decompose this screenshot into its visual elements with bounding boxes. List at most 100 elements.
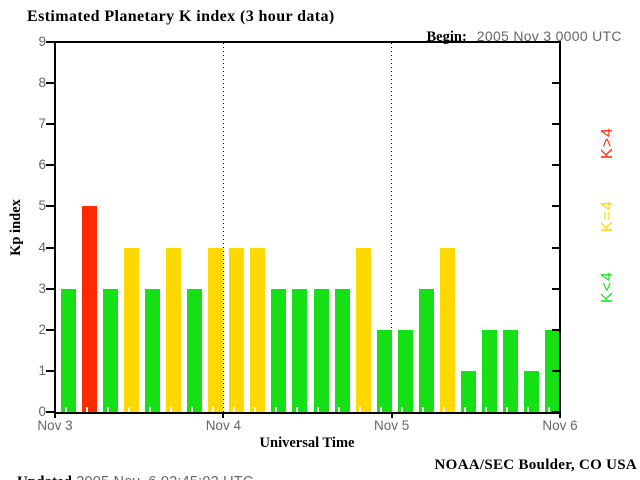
updated-row: Updated 2005 Nov 6 02:45:02 UTC	[2, 457, 254, 480]
plot-frame-right	[559, 41, 561, 414]
x-minor-tick	[380, 407, 383, 412]
x-day-label: Nov 3	[37, 418, 73, 433]
y-tick-left	[46, 123, 54, 126]
legend-item: K>4	[595, 107, 621, 179]
y-tick-right	[552, 287, 560, 290]
kp-bar	[145, 288, 161, 412]
x-day-label: Nov 5	[374, 418, 410, 433]
y-tick-right	[552, 369, 560, 372]
kp-bar	[355, 247, 371, 412]
y-tick-left	[46, 246, 54, 249]
x-minor-tick	[127, 407, 130, 412]
x-minor-tick	[169, 407, 172, 412]
x-minor-tick	[401, 407, 404, 412]
day-gridline	[222, 43, 224, 412]
x-minor-tick	[274, 407, 277, 412]
kp-bar	[334, 288, 350, 412]
kp-bar	[460, 370, 476, 412]
x-minor-tick	[253, 407, 256, 412]
legend-label: K>4	[599, 127, 617, 159]
y-tick-left	[46, 205, 54, 208]
x-minor-tick	[295, 407, 298, 412]
kp-bar	[208, 247, 224, 412]
x-minor-tick	[443, 407, 446, 412]
y-tick-label: 5	[38, 198, 46, 214]
kp-bar	[187, 288, 203, 412]
kp-bar	[292, 288, 308, 412]
y-tick-label: 6	[38, 157, 46, 173]
y-tick-right	[552, 41, 560, 43]
legend-label: K<4	[599, 271, 617, 303]
kp-bar	[376, 329, 392, 412]
y-tick-right	[552, 123, 560, 126]
kp-bar	[481, 329, 497, 412]
x-minor-tick	[422, 407, 425, 412]
y-tick-label: 7	[38, 116, 46, 132]
y-tick-left	[46, 41, 54, 43]
y-tick-left	[46, 369, 54, 372]
kp-bar	[103, 288, 119, 412]
x-day-tick	[54, 413, 56, 418]
x-minor-tick	[190, 407, 193, 412]
y-tick-left	[46, 328, 54, 331]
x-minor-tick	[527, 407, 530, 412]
kp-bar	[271, 288, 287, 412]
x-minor-tick	[359, 407, 362, 412]
y-tick-label: 4	[38, 239, 46, 255]
kp-bar	[313, 288, 329, 412]
legend-label: K=4	[599, 200, 617, 232]
y-tick-left	[46, 287, 54, 290]
x-day-tick	[222, 413, 225, 418]
kp-bar	[439, 247, 455, 412]
kp-bar	[82, 206, 98, 412]
begin-value: 2005 Nov 3 0000 UTC	[476, 28, 622, 44]
y-tick-right	[552, 205, 560, 208]
plot-frame-top	[54, 41, 561, 43]
day-gridline	[391, 43, 393, 412]
legend-item: K=4	[595, 180, 621, 252]
x-minor-tick	[338, 407, 341, 412]
kp-bar	[166, 247, 182, 412]
chart-title: Estimated Planetary K index (3 hour data…	[27, 8, 335, 25]
y-tick-label: 3	[38, 280, 46, 296]
y-tick-right	[552, 246, 560, 249]
x-minor-tick	[64, 407, 67, 412]
y-tick-label: 0	[38, 404, 46, 419]
y-tick-right	[552, 164, 560, 167]
begin-row: Begin: 2005 Nov 3 0000 UTC	[412, 11, 622, 63]
y-tick-label: 1	[38, 362, 46, 378]
x-day-label: Nov 6	[542, 418, 578, 433]
kp-bar	[502, 329, 518, 412]
kp-bar	[397, 329, 413, 412]
x-minor-tick	[485, 407, 488, 412]
kp-bar	[61, 288, 77, 412]
kp-bar	[229, 247, 245, 412]
x-minor-tick	[232, 407, 235, 412]
kp-bar	[523, 370, 539, 412]
y-tick-left	[46, 82, 54, 85]
kp-bar	[124, 247, 140, 412]
updated-label: Updated	[17, 474, 72, 480]
kp-bar	[418, 288, 434, 412]
x-axis-title: Universal Time	[259, 435, 355, 451]
y-tick-left	[46, 411, 54, 413]
y-tick-right	[552, 328, 560, 331]
x-day-label: Nov 4	[205, 418, 241, 433]
x-minor-tick	[506, 407, 509, 412]
x-day-tick	[559, 413, 561, 418]
y-tick-left	[46, 164, 54, 167]
x-minor-tick	[148, 407, 151, 412]
x-minor-tick	[317, 407, 320, 412]
attribution: NOAA/SEC Boulder, CO USA	[434, 457, 637, 473]
x-minor-tick	[548, 407, 551, 412]
x-minor-tick	[211, 407, 214, 412]
y-tick-label: 9	[38, 34, 46, 49]
legend-item: K<4	[595, 251, 621, 323]
plot-frame-bottom	[54, 412, 561, 414]
x-minor-tick	[85, 407, 88, 412]
x-minor-tick	[106, 407, 109, 412]
y-tick-label: 8	[38, 75, 46, 91]
kp-bar	[250, 247, 266, 412]
x-day-tick	[390, 413, 393, 418]
